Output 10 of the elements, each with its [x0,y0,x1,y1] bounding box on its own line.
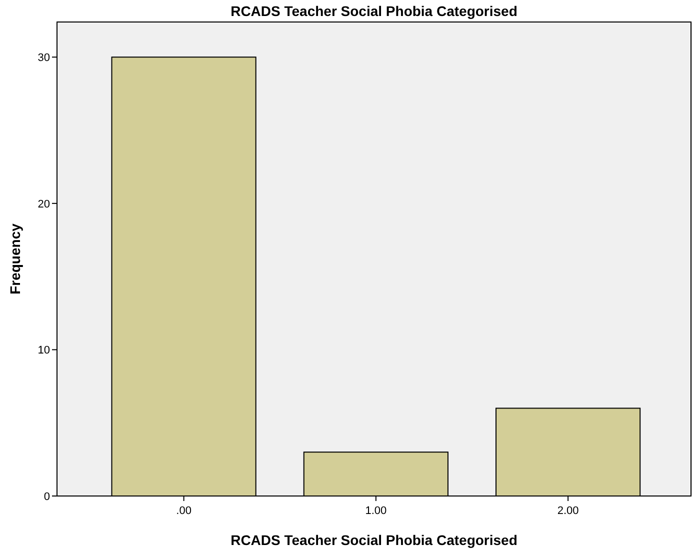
y-tick-label: 0 [44,490,50,503]
y-tick-label: 30 [38,52,50,64]
y-axis-title: Frequency [7,223,23,294]
x-tick-label: 2.00 [557,505,579,517]
y-tick-label: 10 [38,344,50,357]
chart-title: RCADS Teacher Social Phobia Categorised [230,3,518,19]
y-tick-label: 20 [38,198,50,210]
x-axis-title: RCADS Teacher Social Phobia Categorised [230,532,518,548]
x-tick-label: .00 [176,505,192,517]
x-tick-label: 1.00 [365,505,387,517]
